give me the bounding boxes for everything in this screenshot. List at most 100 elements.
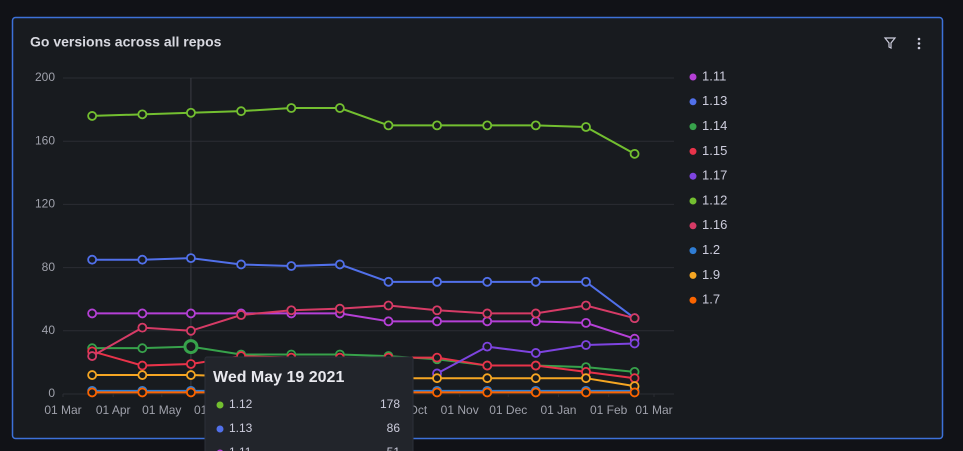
legend-label: 1.2 [702,242,720,257]
point [629,387,640,398]
legend-label: 1.16 [702,217,727,232]
point [629,373,640,384]
legend-label: 1.15 [702,143,727,158]
point [482,308,493,319]
legend-swatch [689,296,697,304]
point [530,373,541,384]
point [286,305,297,316]
legend-label: 1.14 [702,118,727,133]
legend-label: 1.7 [702,292,720,307]
tooltip-name: 1.13 [229,421,253,435]
point [186,107,196,118]
tooltip: Wed May 19 2021 1.12 178 1.13 86 1.11 51 [204,356,414,451]
legend-swatch [689,247,697,255]
legend-swatch [689,197,697,205]
legend-label: 1.13 [702,93,727,108]
legend-swatch [689,98,697,106]
legend-label: 1.12 [702,192,727,207]
point [186,387,196,398]
point [482,120,493,131]
point [334,259,345,270]
x-tick-label: 01 Mar [635,403,672,417]
point [581,340,591,350]
point [383,300,394,311]
point [137,322,148,333]
point [581,300,591,311]
legend-label: 1.17 [702,168,727,183]
point [432,276,442,287]
point [183,339,199,355]
point [432,373,442,384]
chart-title: Go versions across all repos [30,34,222,50]
x-tick-label: 01 Mar [44,403,81,417]
point [530,387,541,398]
y-tick-label: 160 [35,133,55,147]
series-line [92,257,636,319]
legend-swatch [689,147,697,155]
point [581,373,591,384]
x-tick-label: 01 Feb [590,403,628,417]
tooltip-swatch [216,425,224,433]
legend-swatch [689,123,697,131]
point [629,338,640,349]
point [530,308,541,319]
y-tick-label: 80 [42,260,56,274]
point [581,317,591,328]
point [186,370,196,380]
tooltip-name: 1.11 [229,445,252,451]
point [581,122,591,132]
point [137,370,148,380]
filter-icon[interactable] [883,37,897,49]
y-tick-label: 40 [42,323,56,337]
x-tick-label: 01 Apr [96,403,131,417]
point [186,325,196,336]
point [137,360,148,371]
legend-label: 1.11 [702,68,726,83]
point [87,254,98,265]
point [482,373,493,384]
tooltip-swatch [216,401,224,409]
point [186,359,196,369]
point [87,111,98,121]
point [383,316,394,327]
point [629,313,640,324]
legend-label: 1.9 [702,267,720,282]
point [482,316,493,327]
y-tick-label: 200 [35,70,55,84]
legend-swatch [689,172,697,180]
tooltip-value: 178 [380,397,400,411]
panel [11,16,944,440]
point [87,370,98,380]
point [334,103,345,113]
legend-swatch [689,222,697,230]
x-tick-label: 01 Dec [489,403,527,417]
point [482,341,493,352]
point [581,276,591,287]
point [530,276,541,287]
point [186,308,196,319]
x-tick-label: 01 Nov [441,403,479,417]
point [137,254,148,265]
legend-swatch [689,271,697,279]
point [482,360,493,371]
point [286,103,297,113]
point [137,387,148,398]
point [236,259,247,270]
point [87,351,98,361]
point [432,120,442,131]
point [432,387,442,398]
x-tick-label: 01 May [142,403,181,417]
point [383,276,394,287]
point [137,109,148,120]
y-tick-label: 120 [35,197,55,211]
point [482,276,493,287]
tooltip-box [204,356,414,451]
point [334,303,345,314]
point [530,120,541,131]
tooltip-value: 51 [387,445,401,451]
tooltip-title: Wed May 19 2021 [213,369,344,386]
point [87,387,98,398]
menu-icon[interactable] [917,37,921,50]
